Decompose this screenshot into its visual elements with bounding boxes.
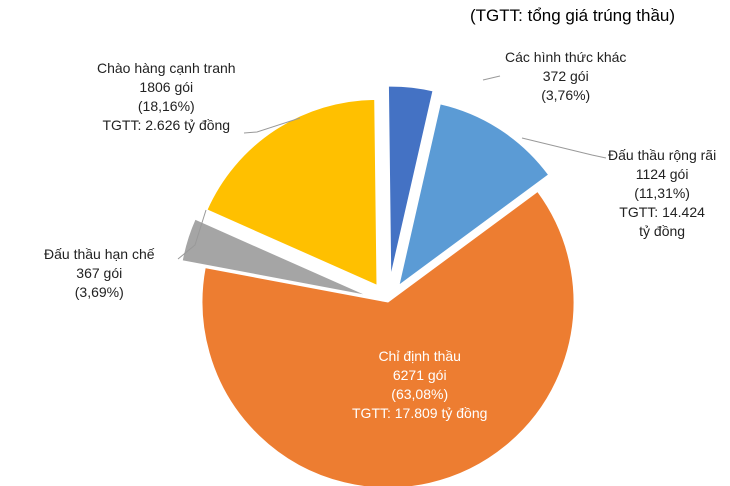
label-tgtt: TGTT: 14.424 tỷ đồng — [619, 204, 705, 239]
slice-cac-hinh-thuc-khac — [387, 85, 434, 277]
slice-chi-dinh-thau — [201, 190, 575, 486]
slice-dau-thau-rong-rai — [398, 103, 550, 287]
label-chao-hang-canh-tranh: Chào hàng cạnh tranh 1806 gói (18,16%) T… — [97, 59, 236, 135]
label-percent: (11,31%) — [634, 185, 690, 201]
leader-dau-thau-rong-rai — [521, 137, 607, 159]
label-percent: (3,76%) — [541, 87, 591, 103]
slice-chao-hang-canh-tranh — [206, 98, 378, 287]
label-name: Chào hàng cạnh tranh — [97, 60, 236, 76]
leader-cac-hinh-thuc-khac — [482, 75, 501, 81]
label-dau-thau-rong-rai: Đấu thầu rộng rãi 1124 gói (11,31%) TGTT… — [608, 146, 716, 241]
label-dau-thau-han-che: Đấu thầu hạn chế 367 gói (3,69%) — [44, 245, 155, 302]
label-percent: (18,16%) — [137, 98, 195, 114]
label-packages: 6271 gói — [392, 367, 447, 383]
label-packages: 1806 gói — [139, 79, 194, 95]
label-name: Đấu thầu hạn chế — [44, 246, 155, 262]
leader-chao-hang-canh-tranh — [243, 117, 301, 134]
label-percent: (63,08%) — [391, 386, 449, 402]
label-percent: (3,69%) — [74, 284, 124, 300]
note-tgtt: (TGTT: tổng giá trúng thầu) — [470, 6, 676, 25]
label-packages: 372 gói — [542, 68, 589, 84]
label-tgtt: TGTT: 17.809 tỷ đồng — [352, 405, 488, 421]
label-name: Các hình thức khác — [505, 49, 627, 65]
slice-dau-thau-han-che — [181, 218, 368, 296]
label-cac-hinh-thuc-khac: Các hình thức khác 372 gói (3,76%) — [505, 48, 626, 105]
label-tgtt: TGTT: 2.626 tỷ đồng — [102, 117, 231, 133]
leader-dau-thau-han-che — [177, 209, 207, 260]
label-chi-dinh-thau: Chỉ định thầu 6271 gói (63,08%) TGTT: 17… — [352, 347, 487, 423]
label-packages: 367 gói — [76, 265, 123, 281]
label-name: Chỉ định thầu — [378, 348, 461, 364]
label-packages: 1124 gói — [635, 166, 689, 182]
label-name: Đấu thầu rộng rãi — [608, 147, 717, 163]
